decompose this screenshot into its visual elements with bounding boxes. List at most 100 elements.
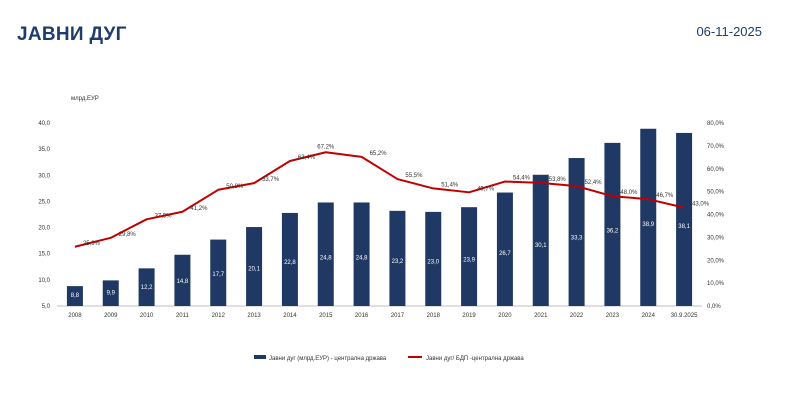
- bar-value-label: 9,9: [107, 290, 116, 296]
- bar-value-label: 26,7: [499, 251, 511, 257]
- line-value-label: 41,2%: [190, 206, 208, 212]
- bar-value-label: 22,8: [284, 260, 296, 266]
- x-tick-label: 2014: [283, 313, 297, 319]
- bar-value-label: 23,9: [463, 258, 475, 264]
- x-tick-label: 2024: [642, 313, 656, 319]
- bar: [532, 174, 549, 306]
- y-tick-label-left: 25,0: [38, 199, 50, 205]
- bar-value-label: 38,9: [642, 222, 654, 228]
- page-title: ЈАВНИ ДУГ: [17, 24, 127, 45]
- x-tick-label: 2011: [176, 313, 190, 319]
- bar: [640, 128, 657, 306]
- y-tick-label-right: 40,0%: [707, 213, 725, 219]
- report-date: 06-11-2025: [696, 24, 762, 39]
- x-tick-label: 2022: [570, 313, 584, 319]
- x-tick-label: 2016: [355, 313, 369, 319]
- x-tick-label: 2018: [427, 313, 441, 319]
- bar-value-label: 14,8: [177, 279, 189, 285]
- y-tick-label-right: 20,0%: [707, 258, 725, 264]
- bar: [389, 210, 406, 306]
- x-tick-label: 2010: [140, 313, 154, 319]
- bar: [425, 211, 442, 306]
- bar-value-label: 20,1: [248, 266, 260, 272]
- bar: [138, 268, 155, 306]
- bar-value-label: 12,2: [141, 285, 153, 291]
- bar-value-label: 23,0: [427, 260, 439, 266]
- y-tick-label-left: 30,0: [38, 173, 50, 179]
- line-series: 25,9% 29,8% 37,9% 41,2% 50,8% 53,7% 63,4%67,2%…: [74, 144, 710, 248]
- y-tick-label-left: 40,0: [38, 121, 50, 127]
- bar: [210, 239, 227, 306]
- y-tick-label-right: 70,0%: [707, 144, 725, 150]
- line-value-label: 37,9%: [155, 213, 173, 219]
- line-value-label: 63,4%: [298, 155, 316, 161]
- y-tick-label-right: 10,0%: [707, 281, 725, 287]
- y-axis-right: 0,0% 10,0% 20,0% 30,0% 40,0% 50,0% 60,0% 70,0% 8…: [707, 121, 725, 310]
- bar-value-label: 24,8: [320, 255, 332, 261]
- line-value-label: 51,4%: [441, 182, 459, 188]
- legend-swatch-bar: [254, 355, 266, 359]
- legend-label-bar: Јавни дуг (млрд.ЕУР) - централна држава: [269, 356, 387, 362]
- line-value-label: 50,8%: [226, 184, 244, 190]
- line-value-label: 43,0%: [692, 202, 710, 208]
- y-tick-label-left: 15,0: [38, 252, 50, 258]
- line-value-label: 29,8%: [119, 232, 137, 238]
- x-axis: 2008 2009 2010 2011 2012 2013 2014 2015 2016 2017…: [57, 305, 702, 319]
- line-value-label: 67,2%: [317, 144, 335, 150]
- y-tick-label-right: 60,0%: [707, 167, 725, 173]
- line-value-label: 53,7%: [262, 177, 280, 183]
- bar: [604, 142, 621, 306]
- bar: [281, 212, 298, 306]
- bar: [174, 254, 191, 306]
- bar-value-label: 8,8: [71, 293, 80, 299]
- bar: [66, 286, 83, 306]
- bar: [317, 202, 334, 306]
- bar-value-label: 36,2: [607, 229, 619, 235]
- line-value-label: 65,2%: [370, 151, 388, 157]
- y-axis-left: 5,0 10,0 15,0 20,0 25,0 30,0 35,0 40,0: [38, 121, 50, 310]
- y-tick-label-left: 10,0: [38, 278, 50, 284]
- x-tick-label: 2021: [534, 313, 548, 319]
- bar-series: 8,8 9,9 12,2 14,8 17,7 20,1 22,8 24,8 24,8 23,2 23…: [66, 128, 693, 306]
- y-tick-label-right: 80,0%: [707, 121, 725, 127]
- x-tick-label: 30.9.2025: [671, 313, 698, 319]
- line-value-label: 55,5%: [405, 173, 423, 179]
- line-value-label: 48,0%: [620, 190, 638, 196]
- y-tick-label-right: 0,0%: [707, 304, 721, 310]
- bar: [246, 227, 263, 306]
- bar-value-label: 33,3: [571, 235, 583, 241]
- bar-value-label: 23,2: [392, 259, 404, 265]
- y-tick-label-left: 35,0: [38, 147, 50, 153]
- x-tick-label: 2012: [212, 313, 226, 319]
- bar: [676, 132, 693, 306]
- bar-value-label: 38,1: [678, 224, 690, 230]
- bar: [102, 280, 119, 306]
- bar: [353, 202, 370, 306]
- bar-value-label: 24,8: [356, 255, 368, 261]
- x-tick-label: 2017: [391, 313, 405, 319]
- legend-label-line: Јавни дуг/ БДП -централна држава: [426, 356, 524, 362]
- line-value-label: 25,9%: [83, 241, 101, 247]
- bar-value-label: 30,1: [535, 243, 547, 249]
- line-value-label: 53,8%: [549, 177, 567, 183]
- line-value-label: 52,4%: [585, 180, 603, 186]
- line-value-label: 54,4%: [513, 176, 531, 182]
- bar: [461, 207, 478, 306]
- y-tick-label-right: 30,0%: [707, 235, 725, 241]
- x-tick-label: 2015: [319, 313, 333, 319]
- line-value-label: 49,7%: [477, 186, 495, 192]
- x-tick-label: 2009: [104, 313, 118, 319]
- y-tick-label-left: 5,0: [42, 304, 51, 310]
- y-tick-label-left: 20,0: [38, 226, 50, 232]
- y-tick-label-right: 50,0%: [707, 190, 725, 196]
- bar: [568, 158, 585, 306]
- bar-value-label: 17,7: [212, 272, 224, 278]
- x-tick-label: 2019: [462, 313, 476, 319]
- x-tick-label: 2008: [68, 313, 82, 319]
- x-tick-label: 2023: [606, 313, 620, 319]
- line-value-label: 46,7%: [656, 193, 674, 199]
- x-tick-label: 2020: [498, 313, 512, 319]
- ratio-line: [74, 151, 685, 248]
- x-tick-label: 2013: [247, 313, 261, 319]
